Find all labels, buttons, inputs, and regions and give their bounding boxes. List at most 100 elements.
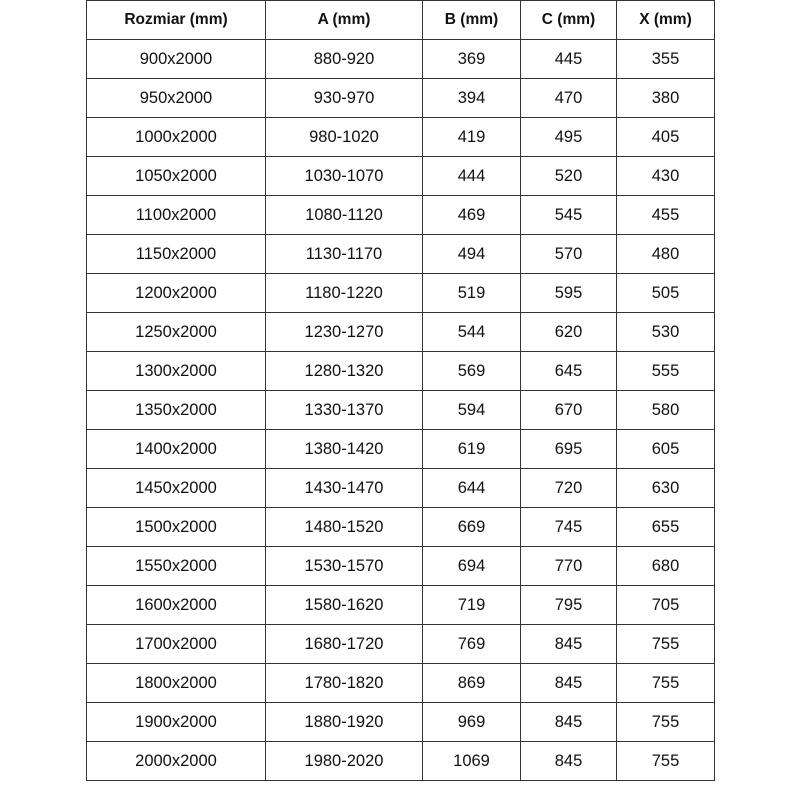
cell-a: 1380-1420 [265, 429, 423, 469]
cell-size: 1000x2000 [86, 117, 266, 157]
table-row: 1500x2000 1480-1520 669 745 655 [86, 507, 715, 547]
cell-a: 1480-1520 [265, 507, 423, 547]
cell-b: 369 [422, 39, 521, 79]
header-b: B (mm) [422, 0, 521, 40]
table-row: 1000x2000 980-1020 419 495 405 [86, 117, 715, 157]
cell-b: 644 [422, 468, 521, 508]
cell-x: 455 [616, 195, 715, 235]
cell-size: 1250x2000 [86, 312, 266, 352]
cell-x: 505 [616, 273, 715, 313]
cell-size: 1100x2000 [86, 195, 266, 235]
header-a: A (mm) [265, 0, 423, 40]
cell-b: 419 [422, 117, 521, 157]
cell-x: 630 [616, 468, 715, 508]
cell-a: 1080-1120 [265, 195, 423, 235]
cell-b: 694 [422, 546, 521, 586]
cell-size: 1200x2000 [86, 273, 266, 313]
cell-a: 1530-1570 [265, 546, 423, 586]
cell-x: 380 [616, 78, 715, 118]
header-c: C (mm) [520, 0, 617, 40]
cell-c: 445 [520, 39, 617, 79]
cell-a: 1230-1270 [265, 312, 423, 352]
cell-size: 1450x2000 [86, 468, 266, 508]
table-row: 950x2000 930-970 394 470 380 [86, 78, 715, 118]
dimensions-table: Rozmiar (mm) A (mm) B (mm) C (mm) X (mm)… [86, 0, 715, 781]
cell-b: 969 [422, 702, 521, 742]
cell-a: 1780-1820 [265, 663, 423, 703]
cell-b: 1069 [422, 741, 521, 781]
cell-x: 530 [616, 312, 715, 352]
cell-x: 430 [616, 156, 715, 196]
cell-x: 680 [616, 546, 715, 586]
cell-a: 1330-1370 [265, 390, 423, 430]
cell-a: 1130-1170 [265, 234, 423, 274]
cell-a: 1280-1320 [265, 351, 423, 391]
table-row: 900x2000 880-920 369 445 355 [86, 39, 715, 79]
header-size: Rozmiar (mm) [86, 0, 266, 40]
cell-c: 720 [520, 468, 617, 508]
cell-b: 769 [422, 624, 521, 664]
cell-c: 595 [520, 273, 617, 313]
cell-a: 1980-2020 [265, 741, 423, 781]
cell-c: 770 [520, 546, 617, 586]
table-row: 1150x2000 1130-1170 494 570 480 [86, 234, 715, 274]
cell-size: 1300x2000 [86, 351, 266, 391]
cell-x: 605 [616, 429, 715, 469]
cell-a: 880-920 [265, 39, 423, 79]
table-row: 1700x2000 1680-1720 769 845 755 [86, 624, 715, 664]
cell-a: 1880-1920 [265, 702, 423, 742]
cell-b: 394 [422, 78, 521, 118]
table-row: 1800x2000 1780-1820 869 845 755 [86, 663, 715, 703]
cell-b: 569 [422, 351, 521, 391]
cell-a: 1580-1620 [265, 585, 423, 625]
cell-size: 1900x2000 [86, 702, 266, 742]
cell-x: 405 [616, 117, 715, 157]
cell-x: 705 [616, 585, 715, 625]
cell-a: 1180-1220 [265, 273, 423, 313]
cell-a: 1680-1720 [265, 624, 423, 664]
table-row: 2000x2000 1980-2020 1069 845 755 [86, 741, 715, 781]
table-row: 1450x2000 1430-1470 644 720 630 [86, 468, 715, 508]
cell-b: 719 [422, 585, 521, 625]
cell-b: 494 [422, 234, 521, 274]
cell-x: 580 [616, 390, 715, 430]
cell-c: 620 [520, 312, 617, 352]
cell-c: 570 [520, 234, 617, 274]
table-row: 1050x2000 1030-1070 444 520 430 [86, 156, 715, 196]
cell-size: 900x2000 [86, 39, 266, 79]
header-x: X (mm) [616, 0, 715, 40]
cell-size: 1550x2000 [86, 546, 266, 586]
cell-size: 1700x2000 [86, 624, 266, 664]
cell-c: 845 [520, 663, 617, 703]
cell-c: 845 [520, 702, 617, 742]
cell-b: 544 [422, 312, 521, 352]
table-row: 1350x2000 1330-1370 594 670 580 [86, 390, 715, 430]
cell-size: 1800x2000 [86, 663, 266, 703]
cell-c: 520 [520, 156, 617, 196]
cell-b: 519 [422, 273, 521, 313]
cell-b: 594 [422, 390, 521, 430]
table-body: 900x2000 880-920 369 445 355 950x2000 930-970 3… [86, 39, 715, 781]
cell-size: 2000x2000 [86, 741, 266, 781]
table-row: 1550x2000 1530-1570 694 770 680 [86, 546, 715, 586]
cell-size: 1600x2000 [86, 585, 266, 625]
cell-a: 1430-1470 [265, 468, 423, 508]
cell-size: 1400x2000 [86, 429, 266, 469]
cell-c: 670 [520, 390, 617, 430]
cell-c: 470 [520, 78, 617, 118]
cell-b: 469 [422, 195, 521, 235]
header-row: Rozmiar (mm) A (mm) B (mm) C (mm) X (mm) [86, 0, 715, 40]
cell-x: 355 [616, 39, 715, 79]
cell-x: 755 [616, 663, 715, 703]
cell-size: 1350x2000 [86, 390, 266, 430]
cell-b: 869 [422, 663, 521, 703]
cell-c: 645 [520, 351, 617, 391]
table-row: 1900x2000 1880-1920 969 845 755 [86, 702, 715, 742]
cell-x: 755 [616, 702, 715, 742]
cell-c: 845 [520, 741, 617, 781]
cell-x: 655 [616, 507, 715, 547]
cell-size: 1500x2000 [86, 507, 266, 547]
cell-c: 745 [520, 507, 617, 547]
cell-x: 555 [616, 351, 715, 391]
table-row: 1300x2000 1280-1320 569 645 555 [86, 351, 715, 391]
